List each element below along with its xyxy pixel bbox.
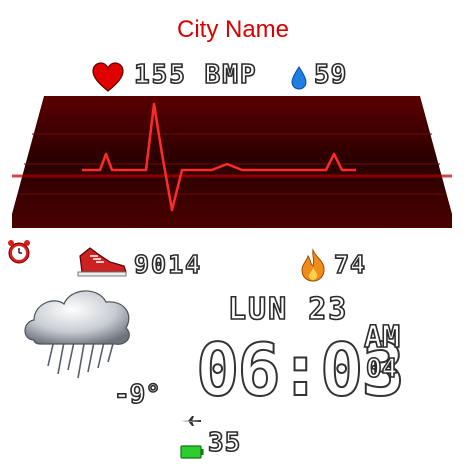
spo2-value: 59 [313,59,348,91]
time-display: 06:03 [195,328,406,412]
flame-calories-icon [301,248,325,282]
heart-rate-value: 155 BMP [133,59,258,91]
date-label: LUN 23 [227,291,349,328]
city-name: City Name [176,16,290,43]
heart-icon [92,62,124,92]
battery-value: 35 [207,427,242,459]
sneaker-steps-icon [77,247,127,277]
seconds-display: 04 [365,353,398,385]
battery-icon [180,445,204,459]
water-drop-icon [291,66,307,90]
am-pm-indicator: AM [363,319,401,356]
temperature-value: -9° [113,379,162,411]
calories-value: 74 [333,249,367,280]
alarm-clock-icon [8,240,30,264]
airplane-mode-icon [181,416,201,426]
rain-cloud-weather-icon [24,290,130,379]
ecg-heartbeat-graph [12,96,452,228]
heart-rate-row: 155 BMP 59 [92,59,362,94]
steps-value: 9014 [133,249,203,280]
